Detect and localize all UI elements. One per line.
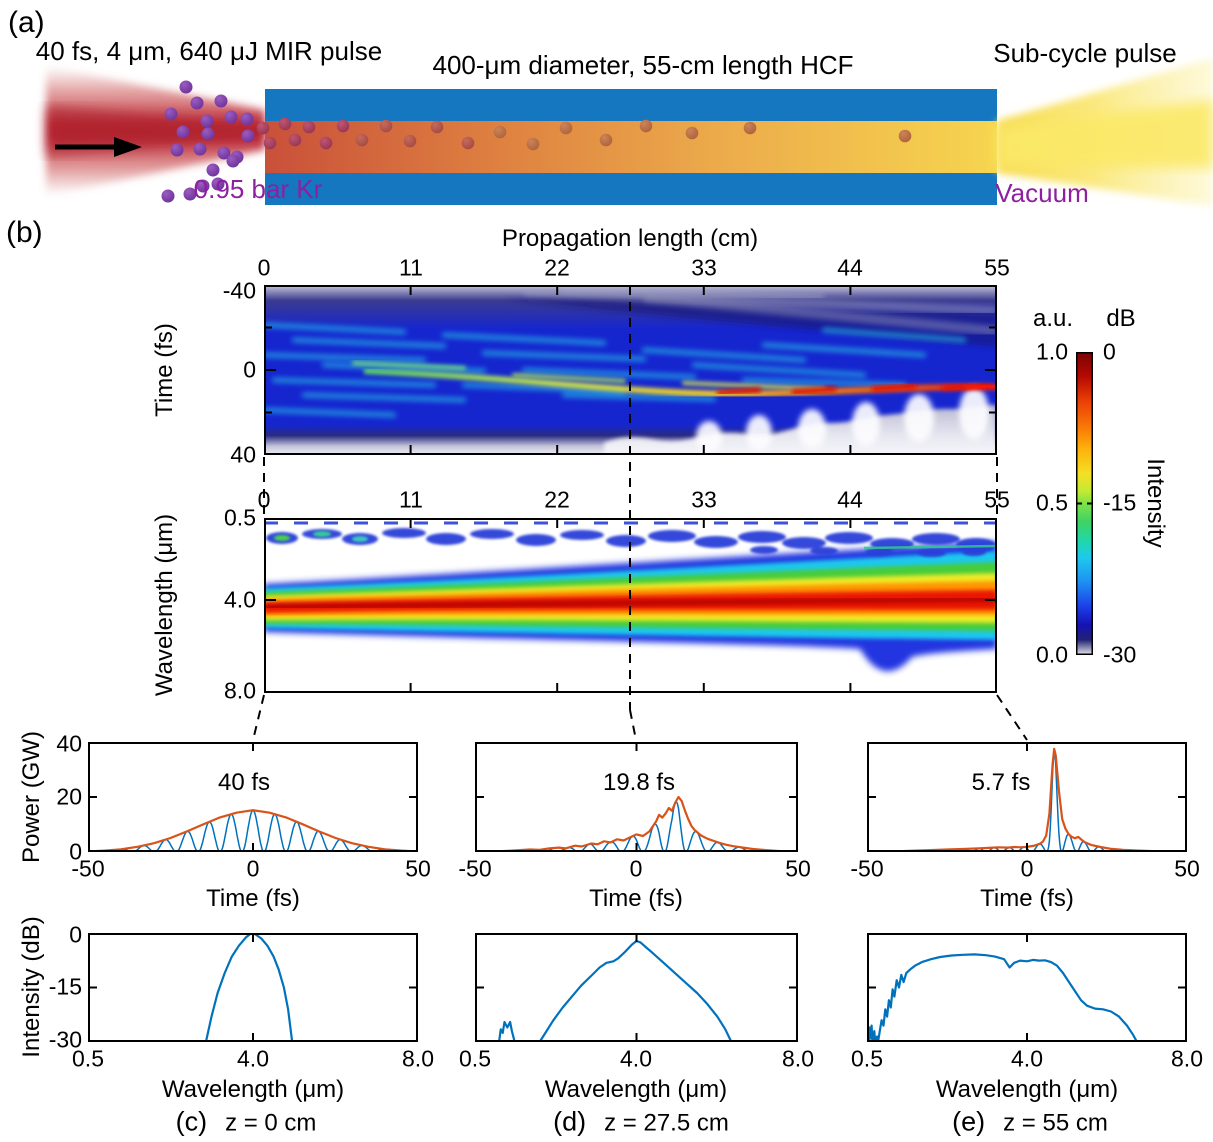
- time-evolution-heatmap: [264, 285, 997, 455]
- colorbar-tick-label: -15: [1103, 489, 1137, 516]
- y-tick-label: 20: [56, 783, 82, 810]
- caption-panel-letter: (e): [952, 1106, 986, 1137]
- pulse-duration-annotation: 40 fs: [217, 769, 271, 796]
- colorbar-tick-label: 0: [1103, 338, 1116, 365]
- colorbar-tick-label: 1.0: [1036, 338, 1068, 365]
- power-plot-z27: [475, 742, 798, 852]
- spectrum-plot-z27: [475, 933, 798, 1042]
- x-tick-label: 0.5: [851, 1045, 883, 1072]
- x-tick-label: 44: [837, 254, 863, 281]
- x-tick-label: 0.5: [72, 1045, 104, 1072]
- x-tick-label: 50: [1174, 855, 1200, 882]
- y-tick-label: -30: [48, 1026, 82, 1053]
- wavelength-axis-label: Wavelength (μm): [544, 1076, 728, 1103]
- spectrum-plot-z0: [88, 933, 418, 1042]
- x-tick-label: 22: [544, 486, 570, 513]
- wavelength-axis-label: Wavelength (μm): [935, 1076, 1119, 1103]
- pulse-duration-annotation: 19.8 fs: [602, 769, 676, 796]
- y-tick-label: 0.5: [224, 504, 256, 531]
- x-tick-label: -50: [458, 855, 492, 882]
- wavelength-axis-label: Wavelength (μm): [151, 513, 178, 697]
- x-tick-label: 0: [257, 486, 271, 513]
- hcf-top-wall: [265, 89, 997, 121]
- y-tick-label: 4.0: [224, 586, 256, 613]
- caption-c: (c) z = 0 cm: [176, 1107, 317, 1138]
- x-tick-label: 11: [399, 254, 423, 281]
- colorbar-tick-label: 0.0: [1036, 641, 1068, 668]
- y-tick-label: 0: [69, 838, 82, 865]
- y-tick-label: 40: [230, 441, 256, 468]
- propagation-arrow-icon: [55, 137, 142, 157]
- caption-d: (d) z = 27.5 cm: [553, 1107, 729, 1138]
- output-pulse-label: Sub-cycle pulse: [993, 38, 1177, 68]
- y-tick-label: 40: [56, 730, 82, 757]
- y-tick-label: 0: [243, 356, 256, 383]
- kr-gas-atoms: [161, 80, 912, 203]
- time-axis-label: Time (fs): [151, 323, 178, 417]
- caption-z-value: z = 55 cm: [1003, 1109, 1108, 1137]
- time-axis-label: Time (fs): [589, 885, 683, 912]
- y-tick-label: 8.0: [224, 677, 256, 704]
- x-tick-label: 8.0: [1171, 1045, 1203, 1072]
- caption-panel-letter: (c): [175, 1106, 208, 1137]
- x-tick-label: 50: [785, 855, 811, 882]
- hcf-core-channel-inner: [265, 121, 997, 173]
- x-tick-label: 0: [246, 855, 260, 882]
- x-tick-label: 44: [837, 486, 863, 513]
- x-tick-label: 0.5: [459, 1045, 491, 1072]
- x-tick-label: 4.0: [237, 1045, 269, 1072]
- x-tick-label: -50: [71, 855, 105, 882]
- input-pulse-label: 40 fs, 4 μm, 640 μJ MIR pulse: [35, 36, 383, 66]
- hcf-bottom-wall: [265, 173, 997, 205]
- hcf-schematic-illustration: [46, 58, 1213, 206]
- colorbar-axis-label: Intensity: [1142, 458, 1169, 548]
- x-tick-label: 8.0: [402, 1045, 434, 1072]
- gas-label: 0.95 bar Kr: [193, 174, 323, 204]
- x-tick-label: 55: [984, 486, 1010, 513]
- colorbar-tick-label: -30: [1103, 641, 1137, 668]
- x-tick-label: 8.0: [782, 1045, 814, 1072]
- y-tick-label: -15: [48, 973, 82, 1000]
- vacuum-label: Vacuum: [995, 178, 1089, 208]
- caption-e: (e) z = 55 cm: [952, 1107, 1108, 1138]
- output-beam: [997, 58, 1213, 206]
- fiber-label: 400-μm diameter, 55-cm length HCF: [432, 50, 854, 80]
- x-tick-label: -50: [850, 855, 884, 882]
- intensity-colorbar: [1076, 352, 1093, 655]
- pulse-duration-annotation: 5.7 fs: [971, 769, 1031, 796]
- x-tick-label: 4.0: [620, 1045, 652, 1072]
- x-tick-label: 50: [405, 855, 431, 882]
- propagation-axis-title: Propagation length (cm): [501, 225, 759, 252]
- colorbar-au-header: a.u.: [1032, 305, 1074, 332]
- panel-b-label: (b): [6, 216, 43, 249]
- panel-a-label: (a): [8, 6, 45, 39]
- y-tick-label: -40: [222, 277, 256, 304]
- wavelength-axis-label: Wavelength (μm): [161, 1076, 345, 1103]
- x-tick-label: 0: [1020, 855, 1034, 882]
- time-axis-label: Time (fs): [980, 885, 1074, 912]
- x-tick-label: 55: [984, 254, 1010, 281]
- caption-z-value: z = 27.5 cm: [604, 1109, 729, 1137]
- power-plot-z55: [867, 742, 1187, 852]
- x-tick-label: 4.0: [1011, 1045, 1043, 1072]
- input-beam: [46, 66, 265, 196]
- x-tick-label: 22: [544, 254, 570, 281]
- colorbar-tick-label: 0.5: [1036, 489, 1068, 516]
- x-tick-label: 33: [691, 254, 717, 281]
- spectrum-plot-z55: [867, 933, 1187, 1042]
- colorbar-db-header: dB: [1106, 305, 1136, 332]
- y-tick-label: 0: [69, 921, 82, 948]
- x-tick-label: 0: [629, 855, 643, 882]
- power-plot-z0: [88, 742, 418, 852]
- caption-z-value: z = 0 cm: [225, 1109, 317, 1137]
- x-tick-label: 11: [399, 486, 423, 513]
- spectral-evolution-heatmap: [264, 518, 997, 693]
- x-tick-label: 33: [691, 486, 717, 513]
- x-tick-label: 0: [257, 254, 271, 281]
- caption-panel-letter: (d): [553, 1106, 587, 1137]
- time-axis-label: Time (fs): [206, 885, 300, 912]
